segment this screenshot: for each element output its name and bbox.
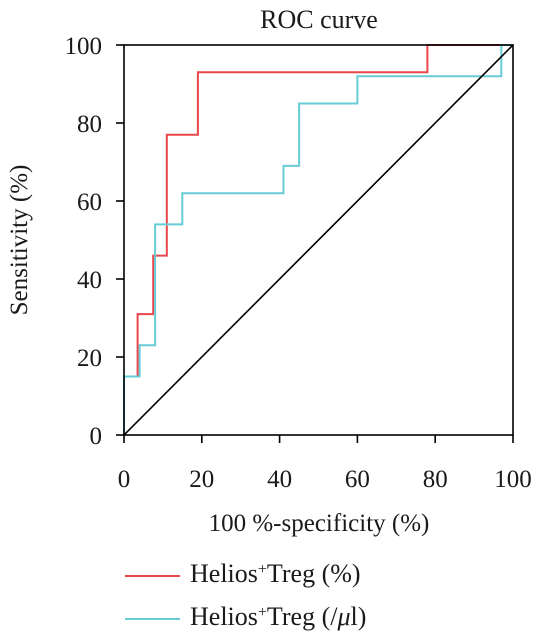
series-line-1 (123, 44, 513, 435)
y-tick-label: 80 (77, 111, 102, 138)
curves-layer (123, 44, 514, 436)
x-tick-label: 80 (423, 466, 448, 493)
y-axis-label: Sensitivity (%) (6, 165, 33, 316)
y-tick-label: 100 (65, 33, 103, 60)
reference-diagonal-line (123, 44, 514, 436)
chart-title: ROC curve (260, 5, 378, 34)
x-tick-label: 60 (345, 466, 370, 493)
ticks-layer: 0 20 40 60 80 100 0 20 40 60 80 100 (65, 33, 532, 493)
legend-label-0: Helios+Treg (%) (190, 559, 361, 588)
y-tick-label: 20 (77, 345, 102, 372)
y-tick-label: 0 (90, 423, 103, 450)
x-axis-label: 100 %-specificity (%) (209, 510, 430, 537)
x-tick-label: 0 (118, 466, 131, 493)
y-tick-label: 40 (77, 267, 102, 294)
legend-label-1: Helios+Treg (/μl) (190, 602, 366, 631)
x-tick-label: 40 (267, 466, 292, 493)
x-tick-label: 20 (189, 466, 214, 493)
y-tick-label: 60 (77, 189, 102, 216)
legend: Helios+Treg (%) Helios+Treg (/μl) (125, 559, 366, 631)
plot-frame (123, 44, 514, 436)
x-tick-label: 100 (494, 466, 532, 493)
